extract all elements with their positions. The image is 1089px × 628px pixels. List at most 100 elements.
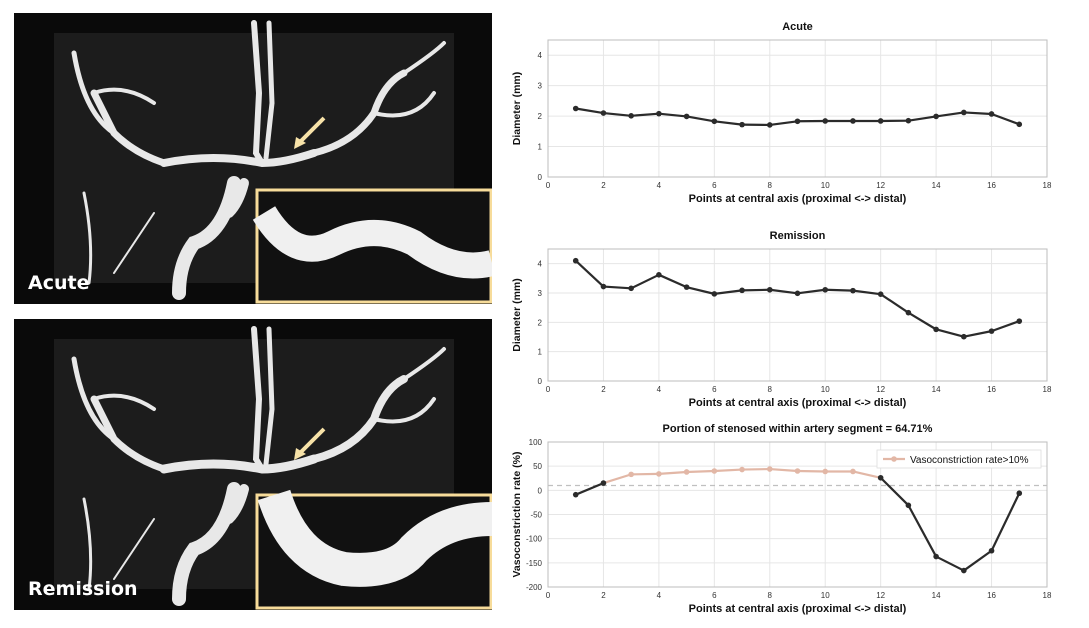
y-tick-label: 1 [538, 143, 543, 152]
x-tick-label: 16 [987, 181, 996, 190]
series-segment [603, 474, 631, 483]
data-point [628, 113, 634, 119]
series-segment [853, 471, 881, 477]
data-point [628, 286, 634, 292]
data-point [739, 122, 745, 128]
series-segment [936, 329, 964, 336]
series-segment [659, 472, 687, 474]
data-point [850, 118, 856, 124]
plot-area-frame [548, 40, 1047, 177]
series-segment [742, 290, 770, 291]
x-tick-label: 8 [768, 591, 773, 600]
x-tick-label: 0 [546, 591, 551, 600]
series-segment [770, 469, 798, 471]
data-point [656, 471, 662, 477]
y-tick-label: 2 [538, 112, 543, 121]
x-tick-label: 2 [601, 591, 606, 600]
series-segment [964, 551, 992, 571]
series-segment [881, 294, 909, 312]
y-axis-label: Vasoconstriction rate (%) [511, 451, 523, 577]
data-point [933, 327, 939, 333]
x-tick-label: 10 [821, 385, 830, 394]
x-tick-label: 12 [876, 591, 885, 600]
data-point [684, 114, 690, 120]
x-axis-label: Points at central axis (proximal <-> dis… [689, 603, 907, 615]
series-segment [908, 505, 936, 556]
data-point [684, 469, 690, 475]
series-segment [659, 275, 687, 287]
chart-title: Portion of stenosed within artery segmen… [663, 423, 933, 435]
y-tick-label: -150 [526, 559, 543, 568]
x-tick-label: 4 [657, 591, 662, 600]
data-point [850, 469, 856, 475]
series-segment [631, 275, 659, 288]
series-segment [714, 121, 742, 124]
data-point [906, 118, 912, 124]
series-segment [992, 493, 1020, 551]
angiogram-remission: Remission [14, 319, 492, 610]
angiogram-acute: Acute [14, 13, 492, 304]
y-tick-label: 0 [538, 377, 543, 386]
data-point [739, 288, 745, 294]
y-tick-label: 4 [538, 260, 543, 269]
data-point [878, 291, 884, 297]
image-label-acute: Acute [28, 272, 89, 294]
data-point [601, 480, 607, 486]
angiogram-remission-image [14, 319, 492, 610]
series-segment [576, 109, 604, 114]
x-tick-label: 18 [1043, 385, 1052, 394]
data-point [712, 118, 718, 124]
data-point [822, 469, 828, 475]
y-tick-label: 2 [538, 318, 543, 327]
x-axis-label: Points at central axis (proximal <-> dis… [689, 397, 907, 409]
y-tick-label: 50 [533, 462, 542, 471]
data-point [628, 472, 634, 478]
data-point [989, 111, 995, 117]
chart-title: Acute [782, 21, 813, 33]
x-tick-label: 4 [657, 385, 662, 394]
series-segment [603, 113, 631, 116]
y-axis-label: Diameter (mm) [511, 72, 523, 146]
data-point [739, 467, 745, 473]
x-tick-label: 12 [876, 181, 885, 190]
data-point [601, 284, 607, 290]
data-point [795, 468, 801, 474]
data-point [933, 554, 939, 560]
data-point [961, 334, 967, 340]
y-tick-label: 4 [538, 51, 543, 60]
x-tick-label: 2 [601, 385, 606, 394]
x-tick-label: 10 [821, 591, 830, 600]
series-segment [908, 116, 936, 120]
data-point [601, 110, 607, 116]
series-segment [825, 290, 853, 291]
x-tick-label: 0 [546, 385, 551, 394]
x-tick-label: 14 [932, 591, 941, 600]
x-tick-label: 6 [712, 181, 717, 190]
series-segment [576, 483, 604, 495]
data-point [656, 111, 662, 117]
series-segment [936, 557, 964, 571]
y-tick-label: 3 [538, 82, 543, 91]
x-tick-label: 2 [601, 181, 606, 190]
x-tick-label: 14 [932, 385, 941, 394]
data-point [878, 118, 884, 124]
y-tick-label: 0 [538, 486, 543, 495]
legend-marker [891, 456, 897, 462]
y-axis-label: Diameter (mm) [511, 278, 523, 352]
x-axis-label: Points at central axis (proximal <-> dis… [689, 193, 907, 205]
x-tick-label: 0 [546, 181, 551, 190]
x-tick-label: 12 [876, 385, 885, 394]
y-tick-label: -200 [526, 583, 543, 592]
data-point [961, 110, 967, 116]
series-segment [631, 114, 659, 116]
x-tick-label: 8 [768, 385, 773, 394]
x-tick-label: 16 [987, 385, 996, 394]
data-point [906, 310, 912, 316]
x-tick-label: 18 [1043, 181, 1052, 190]
series-segment [964, 112, 992, 114]
data-point [822, 287, 828, 293]
